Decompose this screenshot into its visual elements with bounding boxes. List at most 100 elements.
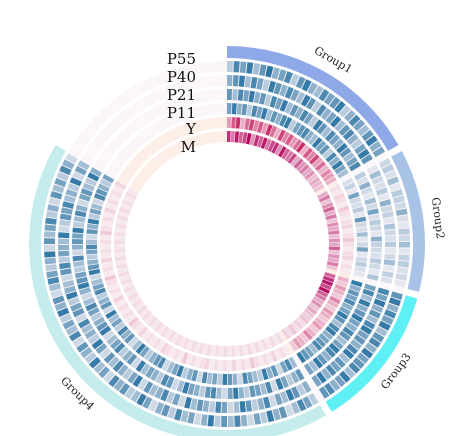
cell-group4-p55-46 bbox=[54, 301, 67, 311]
cell-group2-p40-6 bbox=[379, 199, 392, 207]
cell-group4-p11-55 bbox=[86, 244, 98, 250]
cell-group4-p55-44 bbox=[59, 313, 73, 324]
cell-group3-p55-3 bbox=[384, 309, 397, 319]
cell-group2-m-3 bbox=[321, 202, 334, 210]
cell-group2-y-12 bbox=[342, 237, 354, 242]
cell-group4-m-40 bbox=[131, 298, 143, 308]
cell-group1-y-1 bbox=[231, 117, 236, 129]
cell-group2-p21-5 bbox=[364, 197, 377, 206]
cell-group3-p11-2 bbox=[347, 288, 360, 297]
cell-group3-m-8 bbox=[310, 299, 322, 309]
cell-group1-p21-9 bbox=[274, 97, 283, 110]
cell-group4-p11-0 bbox=[288, 356, 298, 369]
cell-group2-p21-14 bbox=[370, 247, 382, 253]
cell-group1-y-22 bbox=[312, 157, 323, 168]
cell-group1-m-27 bbox=[313, 183, 325, 193]
cell-group4-m-47 bbox=[119, 274, 131, 282]
cell-group4-p11-65 bbox=[93, 193, 106, 202]
cell-group2-y-19 bbox=[339, 267, 352, 275]
cell-group4-p55-7 bbox=[266, 410, 275, 423]
cell-group4-m-54 bbox=[114, 248, 126, 253]
cell-group4-p21-9 bbox=[249, 385, 256, 398]
cell-group4-m-33 bbox=[150, 319, 161, 330]
cell-group2-p11-16 bbox=[355, 256, 368, 263]
cell-group1-p40-20 bbox=[334, 120, 346, 132]
cell-group4-p21-30 bbox=[135, 360, 146, 373]
cell-group1-m-26 bbox=[311, 180, 323, 190]
cell-group4-p11-48 bbox=[90, 278, 103, 286]
cell-group2-p11-12 bbox=[356, 237, 368, 242]
cell-group4-p55-48 bbox=[50, 289, 63, 298]
cell-group1-y-21 bbox=[309, 154, 320, 165]
cell-group4-p21-10 bbox=[243, 386, 251, 398]
cell-group1-m-8 bbox=[257, 136, 264, 148]
cell-group1-p11-12 bbox=[283, 116, 293, 129]
cell-group4-p40-66 bbox=[69, 177, 82, 187]
cell-group4-p21-48 bbox=[77, 281, 90, 290]
cell-group4-p11-1 bbox=[284, 358, 293, 371]
cell-group4-m-45 bbox=[122, 281, 134, 290]
cell-group3-p55-17 bbox=[329, 378, 341, 392]
cell-group1-y-15 bbox=[288, 136, 298, 148]
cell-group1-p55-6 bbox=[265, 65, 274, 78]
cell-group4-p11-49 bbox=[89, 273, 102, 281]
cell-group4-p40-22 bbox=[172, 393, 181, 406]
cell-group4-p40-24 bbox=[160, 389, 170, 402]
cell-group3-p21-16 bbox=[316, 353, 328, 366]
cell-group2-p11-5 bbox=[350, 201, 363, 209]
cell-group2-p55-17 bbox=[396, 267, 409, 275]
cell-group4-p40-0 bbox=[301, 380, 312, 393]
cell-group1-p55-3 bbox=[246, 62, 254, 74]
cell-group3-p40-4 bbox=[368, 309, 381, 319]
cell-group3-p55-5 bbox=[378, 320, 391, 331]
cell-group3-p11-6 bbox=[339, 306, 351, 316]
cell-group2-p40-17 bbox=[382, 265, 395, 272]
cell-group2-p21-15 bbox=[370, 252, 382, 259]
cell-group4-p40-26 bbox=[148, 384, 159, 397]
cell-group4-m-28 bbox=[167, 330, 176, 342]
cell-group1-p11-19 bbox=[311, 137, 323, 149]
cell-group4-y-4 bbox=[265, 351, 274, 364]
cell-group4-p11-7 bbox=[256, 369, 264, 382]
cell-group3-p55-18 bbox=[324, 382, 336, 396]
cell-group4-m-39 bbox=[133, 301, 145, 312]
cell-group3-p21-15 bbox=[320, 350, 332, 362]
cell-group3-y-12 bbox=[311, 320, 323, 331]
cell-group4-p11-51 bbox=[87, 264, 100, 271]
cell-group4-p21-65 bbox=[80, 188, 93, 197]
cell-group4-p11-41 bbox=[105, 309, 117, 320]
cell-group1-m-22 bbox=[301, 167, 313, 178]
cell-group4-m-26 bbox=[174, 334, 183, 346]
cell-group2-p21-9 bbox=[369, 219, 381, 226]
cell-group4-p21-29 bbox=[140, 363, 151, 376]
cell-group1-y-3 bbox=[239, 117, 246, 130]
cell-group2-m-0 bbox=[317, 190, 329, 199]
cell-group2-p11-2 bbox=[345, 187, 358, 196]
cell-group4-p21-13 bbox=[227, 387, 233, 399]
cell-group3-m-12 bbox=[301, 311, 313, 322]
group-arc-group3 bbox=[325, 295, 418, 412]
group-arc-group1 bbox=[227, 46, 399, 151]
cell-group4-p40-68 bbox=[74, 165, 87, 176]
cell-group4-p40-11 bbox=[239, 401, 246, 413]
cell-group4-p11-22 bbox=[181, 366, 189, 379]
cell-group4-p21-61 bbox=[74, 210, 87, 218]
cell-group1-p21-19 bbox=[320, 126, 332, 138]
cell-group1-p11-24 bbox=[328, 156, 341, 167]
cell-group1-p40-27 bbox=[360, 154, 373, 165]
cell-group4-p40-46 bbox=[67, 296, 80, 306]
cell-group3-p21-5 bbox=[353, 308, 366, 318]
cell-group4-y-3 bbox=[269, 350, 278, 362]
cell-group1-y-4 bbox=[244, 118, 250, 130]
cell-group3-m-3 bbox=[320, 282, 332, 291]
cell-group4-p55-52 bbox=[45, 264, 57, 272]
cell-group4-p11-18 bbox=[201, 371, 208, 384]
cell-group1-p40-15 bbox=[311, 100, 322, 113]
cell-group4-m-52 bbox=[114, 255, 127, 261]
cell-group1-p11-20 bbox=[315, 140, 327, 152]
cell-group2-p21-1 bbox=[356, 176, 369, 186]
cell-group4-m-55 bbox=[114, 244, 126, 249]
cell-group2-p11-11 bbox=[356, 231, 368, 237]
cell-group4-y-28 bbox=[159, 342, 169, 354]
cell-group1-p11-15 bbox=[296, 124, 306, 137]
